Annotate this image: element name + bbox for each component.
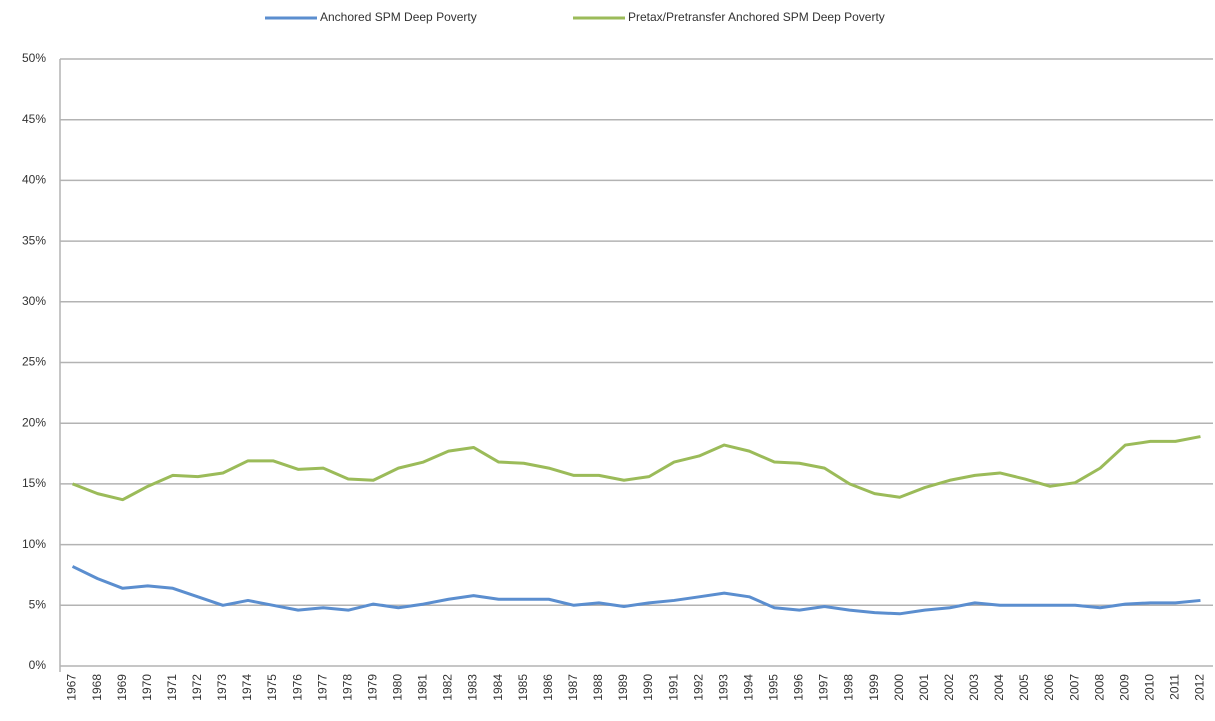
- x-tick-label: 1973: [215, 674, 229, 701]
- x-tick-label: 2002: [942, 674, 956, 701]
- x-tick-label: 1980: [391, 674, 405, 701]
- x-tick-label: 1975: [265, 674, 279, 701]
- x-tick-label: 1981: [416, 674, 430, 701]
- x-tick-label: 1986: [541, 674, 555, 701]
- x-tick-label: 1994: [741, 674, 755, 701]
- x-tick-label: 1993: [716, 674, 730, 701]
- x-tick-label: 1987: [566, 674, 580, 701]
- y-tick-label: 30%: [22, 294, 46, 308]
- x-tick-label: 2010: [1143, 674, 1157, 701]
- x-tick-label: 1998: [842, 674, 856, 701]
- legend-label: Pretax/Pretransfer Anchored SPM Deep Pov…: [628, 10, 885, 24]
- series-line: [71, 565, 1201, 616]
- x-tick-label: 2009: [1117, 674, 1131, 701]
- y-tick-label: 10%: [22, 537, 46, 551]
- y-tick-label: 25%: [22, 355, 46, 369]
- x-tick-label: 2011: [1168, 674, 1182, 700]
- x-tick-label: 1989: [616, 674, 630, 701]
- x-tick-label: 1969: [115, 674, 129, 701]
- x-tick-label: 1972: [190, 674, 204, 701]
- x-tick-label: 1979: [365, 674, 379, 701]
- x-tick-label: 1977: [315, 674, 329, 701]
- y-tick-label: 35%: [22, 233, 46, 247]
- y-tick-label: 15%: [22, 476, 46, 490]
- x-tick-label: 1999: [867, 674, 881, 701]
- x-tick-label: 1988: [591, 674, 605, 701]
- x-tick-label: 1983: [466, 674, 480, 701]
- y-tick-label: 20%: [22, 415, 46, 429]
- y-tick-label: 0%: [29, 658, 47, 672]
- x-tick-label: 1984: [491, 674, 505, 701]
- y-tick-label: 5%: [29, 597, 47, 611]
- x-tick-label: 1995: [767, 674, 781, 701]
- x-tick-label: 2012: [1193, 674, 1207, 701]
- x-tick-label: 1997: [817, 674, 831, 701]
- x-tick-label: 1971: [165, 674, 179, 701]
- y-tick-label: 45%: [22, 112, 46, 126]
- x-tick-label: 1992: [691, 674, 705, 701]
- x-tick-label: 2004: [992, 674, 1006, 701]
- x-tick-label: 2001: [917, 674, 931, 701]
- x-tick-label: 1976: [290, 674, 304, 701]
- x-tick-label: 1970: [140, 674, 154, 701]
- x-tick-label: 1968: [90, 674, 104, 701]
- legend-label: Anchored SPM Deep Poverty: [320, 10, 477, 24]
- x-tick-label: 2008: [1092, 674, 1106, 701]
- x-tick-label: 2003: [967, 674, 981, 701]
- x-tick-label: 1985: [516, 674, 530, 701]
- x-tick-label: 1982: [441, 674, 455, 701]
- x-tick-label: 2007: [1067, 674, 1081, 701]
- x-tick-label: 1978: [340, 674, 354, 701]
- x-tick-label: 1990: [641, 674, 655, 701]
- x-tick-label: 1967: [65, 674, 79, 701]
- y-tick-label: 50%: [22, 51, 46, 65]
- x-tick-label: 1991: [666, 674, 680, 701]
- y-tick-label: 40%: [22, 173, 46, 187]
- x-tick-label: 1996: [792, 674, 806, 701]
- x-tick-label: 2006: [1042, 674, 1056, 701]
- x-tick-label: 1974: [240, 674, 254, 701]
- series-line: [71, 435, 1201, 502]
- x-tick-label: 2000: [892, 674, 906, 701]
- x-tick-label: 2005: [1017, 674, 1031, 701]
